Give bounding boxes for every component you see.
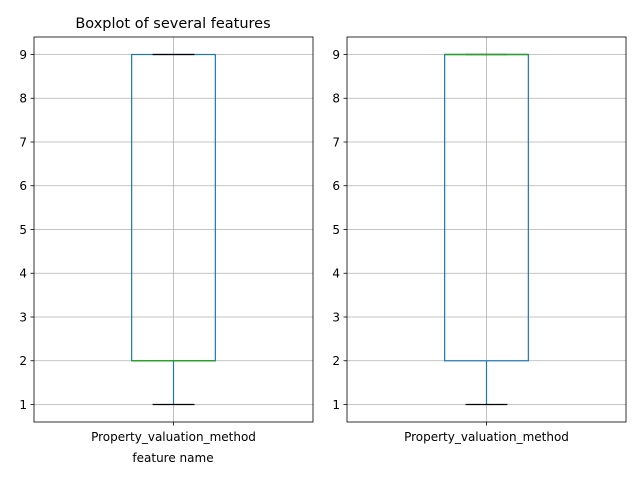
right-ytick-label: 9 [332,48,340,62]
left-ytick-label: 8 [19,92,27,106]
left-boxplot-panel: 1 2 3 4 5 6 7 8 9 Property_valuation_method [19,36,314,444]
left-ytick-label: 4 [19,267,27,281]
right-ytick-label: 8 [332,92,340,106]
left-axes-frame [33,36,314,423]
left-chart-title: Boxplot of several features [75,16,270,32]
right-ytick-label: 6 [332,179,340,193]
right-ytick-label: 4 [332,267,340,281]
right-axes-frame [346,36,627,423]
right-boxplot-panel: 1 2 3 4 5 6 7 8 9 Property_valuation_method [332,36,627,444]
right-ytick-label: 5 [332,223,340,237]
left-xtick-label: Property_valuation_method [91,430,256,444]
right-xtick-label: Property_valuation_method [404,430,569,444]
left-chart-xlabel: feature name [132,451,213,465]
right-ytick-label: 1 [332,398,340,412]
left-ytick-label: 6 [19,179,27,193]
left-ytick-label: 2 [19,354,27,368]
right-ytick-label: 2 [332,354,340,368]
left-ytick-label: 3 [19,310,27,324]
right-ytick-label: 7 [332,135,340,149]
right-ytick-label: 3 [332,310,340,324]
left-ytick-label: 5 [19,223,27,237]
left-ytick-label: 9 [19,48,27,62]
left-ytick-label: 1 [19,398,27,412]
left-ytick-label: 7 [19,135,27,149]
